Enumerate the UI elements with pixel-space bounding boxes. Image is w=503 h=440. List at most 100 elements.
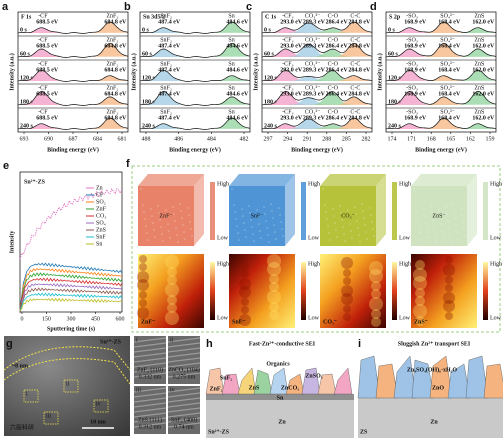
peak-name: CO₃²⁻ [305, 13, 320, 19]
heat-blob [137, 307, 149, 319]
heat-blob [137, 271, 149, 283]
speck [433, 226, 435, 228]
speck [244, 229, 246, 231]
peak-name: -CF₃ [282, 37, 293, 43]
speck [271, 210, 273, 212]
peak-fill [386, 91, 496, 105]
peak-name: ZnS [474, 85, 484, 91]
panel-frame [131, 165, 501, 333]
speck [152, 222, 154, 224]
speck [442, 237, 444, 239]
peak-name: ZnF₂ [106, 61, 118, 67]
cube-front [138, 186, 194, 246]
peak-name: Sn [228, 61, 234, 67]
speck [336, 236, 338, 238]
speck [142, 204, 144, 206]
peak-name: Sn [228, 109, 234, 115]
heat-blob [413, 276, 427, 290]
speck [348, 216, 350, 218]
speck [327, 225, 329, 227]
speck [462, 221, 464, 223]
tick-label: 285 [342, 136, 351, 142]
peak-energy: 168.4 eV [438, 91, 461, 97]
peak-energy: 286.4 eV [326, 19, 349, 25]
speck [362, 210, 364, 212]
peak-name: CO₃²⁻ [305, 85, 320, 91]
spectrum [139, 69, 251, 82]
speck [342, 226, 344, 228]
peak-fill [386, 97, 496, 105]
heat-blob [239, 314, 251, 326]
spectrum [139, 42, 251, 58]
speck [329, 239, 331, 241]
peak-energy: 684.8 eV [104, 91, 127, 97]
peak-energy: 289.3 eV [303, 19, 326, 25]
tick-label: 168 [427, 136, 436, 142]
heat-blob [415, 260, 425, 270]
color-bar [301, 262, 306, 320]
color-bar-low: Low [217, 315, 229, 321]
spectrum [17, 42, 129, 58]
peak-fill [262, 97, 372, 105]
speck [355, 213, 357, 215]
time-label: 180 s [20, 99, 34, 105]
lattice-fringe [167, 417, 201, 423]
inset-tag: ii [66, 381, 70, 387]
heat-blob [341, 285, 353, 297]
speck [347, 209, 349, 211]
tick-label: 488 [142, 136, 151, 142]
speck [264, 213, 266, 215]
heat-blob [267, 254, 281, 268]
peak-fill [262, 49, 372, 57]
speck [461, 214, 463, 216]
heat-blob [239, 278, 251, 290]
speck [153, 229, 155, 231]
spectrum [261, 91, 373, 106]
lattice-fringe [133, 352, 167, 358]
speck [259, 230, 261, 232]
peak-fill [386, 49, 496, 57]
speck [279, 214, 281, 216]
lattice-fringe [167, 392, 201, 398]
sample-label: Sn²⁺-ZS [208, 428, 230, 435]
spectrum [17, 91, 129, 106]
peak-energy: 168.4 eV [438, 115, 461, 121]
tick-label: 150 [42, 316, 51, 322]
heat-blob [369, 297, 383, 311]
speck [328, 232, 330, 234]
color-bar-low: Low [308, 315, 320, 321]
tick-label: 687 [69, 136, 78, 142]
heat-blob [443, 292, 455, 304]
peak-name: -SO₃ [406, 13, 418, 19]
speck [165, 209, 167, 211]
panel-title: Sn 3d5/2 [143, 14, 165, 20]
spectrum [261, 42, 373, 58]
lattice-fringe [133, 387, 167, 393]
speck [341, 219, 343, 221]
sei-grain [237, 367, 257, 395]
peak-energy: 284.8 eV [348, 91, 371, 97]
depth-profile [19, 262, 123, 311]
peak-energy: 289.3 eV [303, 91, 326, 97]
legend-label: ZnF [96, 206, 107, 212]
tick-label: 171 [407, 136, 416, 142]
speck [256, 209, 258, 211]
speck [265, 220, 267, 222]
x-axis-label: Binding energy (eV) [47, 146, 99, 153]
speck [363, 217, 365, 219]
sei-grain [357, 355, 381, 399]
speck [415, 204, 417, 206]
peak-fill [140, 124, 250, 129]
heat-blob [369, 269, 383, 283]
speck [191, 235, 193, 237]
peak-energy: 487.4 eV [158, 43, 181, 49]
speck [282, 235, 284, 237]
peak-energy: 487.4 eV [158, 19, 181, 25]
peak-energy: 289.3 eV [303, 43, 326, 49]
peak-energy: 688.5 eV [36, 91, 59, 97]
peak-fill [18, 49, 128, 57]
speck [270, 203, 272, 205]
spectrum [261, 69, 373, 82]
speck [456, 231, 458, 233]
sei-grain [411, 359, 435, 399]
